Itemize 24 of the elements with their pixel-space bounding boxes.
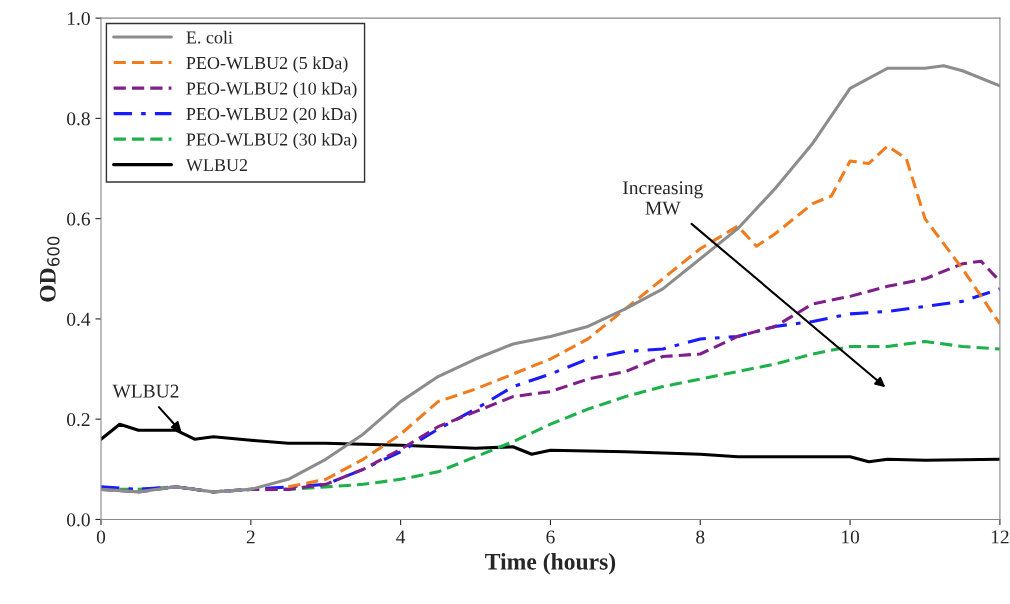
x-tick-label: 2 bbox=[246, 530, 255, 544]
x-tick-label: 0 bbox=[96, 530, 106, 544]
annotation: Increasing MW bbox=[623, 181, 703, 215]
y-tick-label: 0.6 bbox=[67, 212, 90, 226]
x-tick-label: 6 bbox=[546, 530, 555, 544]
annotation: WLBU2 bbox=[112, 384, 179, 398]
x-tick-label: 8 bbox=[696, 530, 705, 544]
legend-label: PEO-WLBU2 (20 kDa) bbox=[186, 107, 357, 124]
y-tick-label: 0.4 bbox=[67, 312, 91, 326]
y-tick-label: 1.0 bbox=[67, 11, 90, 26]
y-tick-label: 0.2 bbox=[67, 412, 90, 427]
line-series bbox=[101, 422, 1000, 464]
x-tick-label: 4 bbox=[396, 530, 406, 544]
y-axis-title: OD$_{600}$ bbox=[39, 236, 60, 302]
x-tick-label: 10 bbox=[842, 530, 860, 544]
y-tick-label: 0.8 bbox=[67, 112, 90, 126]
x-axis-title: Time (hours) bbox=[485, 553, 616, 575]
legend-label: WLBU2 bbox=[185, 159, 248, 172]
legend-label: PEO-WLBU2 (10 kDa) bbox=[186, 81, 357, 99]
y-tick-label: 0.0 bbox=[67, 513, 90, 527]
legend-label: PEO-WLBU2 (30 kDa) bbox=[186, 132, 357, 150]
x-tick-label: 12 bbox=[991, 530, 1009, 544]
legend-label: PEO-WLBU2 (5 kDa) bbox=[186, 56, 348, 73]
legend-label: E. coli bbox=[186, 30, 233, 44]
